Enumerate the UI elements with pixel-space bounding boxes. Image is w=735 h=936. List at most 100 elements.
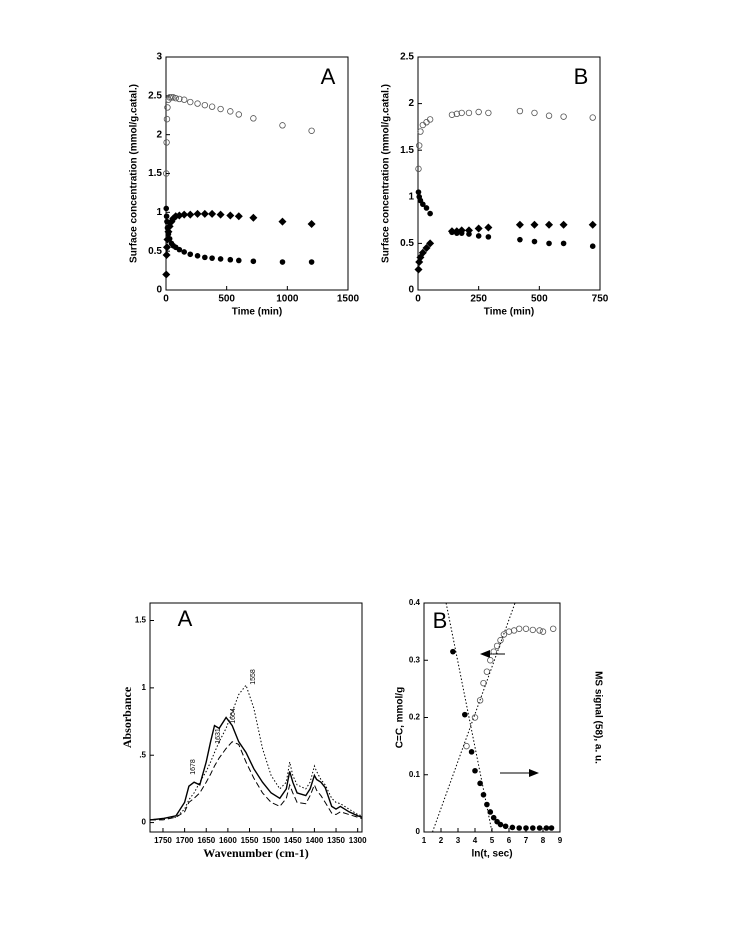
x-tick-label: 500	[218, 294, 235, 305]
marker-open-circle	[194, 100, 201, 107]
marker-open-circle	[550, 625, 557, 632]
marker-open-circle	[545, 112, 553, 119]
x-tick-label: 1650	[197, 836, 215, 845]
marker-circle	[163, 205, 170, 212]
marker-diamond	[278, 217, 287, 226]
marker-circle	[472, 767, 478, 774]
marker-diamond	[474, 224, 483, 233]
marker-open-circle	[235, 111, 242, 118]
marker-open-circle	[415, 165, 422, 173]
y-tick-label: 1.5	[400, 145, 414, 156]
annotation: 1558	[250, 669, 257, 685]
marker-diamond	[422, 244, 431, 253]
marker-circle	[548, 825, 555, 831]
marker-circle	[308, 259, 315, 265]
marker-circle	[468, 749, 475, 755]
marker-open-circle	[471, 714, 479, 721]
marker-circle	[497, 821, 504, 828]
x-tick-label: 1500	[262, 836, 280, 845]
marker-circle	[531, 238, 538, 245]
x-tick-label: 250	[470, 294, 487, 305]
x-tick-label: 5	[490, 836, 495, 845]
marker-circle	[236, 257, 242, 264]
marker-diamond	[545, 220, 554, 229]
marker-open-circle	[180, 96, 188, 103]
y-tick-label: 2.5	[148, 90, 162, 101]
marker-circle	[477, 780, 483, 787]
marker-open-circle	[531, 109, 538, 117]
marker-diamond	[484, 223, 493, 232]
marker-diamond	[208, 209, 217, 218]
x-tick-label: 1550	[241, 836, 259, 845]
marker-circle	[427, 210, 433, 217]
marker-circle	[466, 231, 472, 237]
marker-open-circle	[166, 94, 173, 101]
y-tick-label: 0.5	[400, 238, 414, 249]
x-tick-label: 3	[456, 836, 461, 845]
y-axis-label: Absorbance	[120, 686, 134, 748]
marker-circle	[164, 225, 171, 231]
marker-circle	[516, 825, 522, 831]
marker-open-circle	[164, 104, 171, 111]
y-tick-label: 1	[408, 191, 414, 202]
marker-circle	[202, 254, 208, 261]
marker-diamond	[180, 210, 189, 219]
marker-open-circle	[187, 98, 194, 106]
x-tick-label: 1350	[327, 836, 345, 845]
marker-open-circle	[487, 657, 494, 664]
x-tick-label: 1400	[306, 836, 324, 845]
x-tick-label: 1450	[284, 836, 302, 845]
marker-circle	[536, 825, 543, 831]
x-tick-label: 1300	[349, 836, 367, 845]
x-tick-label: 750	[592, 294, 609, 305]
series-line	[150, 741, 363, 821]
x-tick-label: 500	[531, 294, 548, 305]
marker-open-circle	[516, 625, 523, 632]
marker-circle	[480, 791, 487, 798]
y-axis-label: C=C, mmol/g	[395, 687, 406, 748]
marker-circle	[546, 240, 552, 247]
y-tick-label: 2.5	[400, 52, 414, 63]
marker-diamond	[418, 248, 427, 257]
x-tick-label: 0	[415, 294, 421, 305]
x-tick-label: 7	[524, 836, 529, 845]
marker-open-circle	[560, 113, 567, 120]
x-tick-label: 2	[439, 836, 444, 845]
marker-circle	[250, 258, 257, 265]
marker-circle	[279, 259, 286, 265]
marker-circle	[166, 235, 173, 242]
x-tick-label: 1000	[276, 294, 299, 305]
marker-diamond	[249, 213, 258, 222]
marker-diamond	[307, 219, 316, 228]
marker-circle	[209, 255, 215, 261]
annotation: 1631	[215, 728, 222, 744]
marker-circle	[509, 824, 516, 831]
marker-diamond	[162, 270, 171, 279]
marker-open-circle	[163, 115, 171, 123]
y-axis-label: Surface concentration (mmol/g.catal.)	[381, 84, 392, 263]
marker-open-circle	[458, 109, 465, 117]
marker-diamond	[530, 220, 539, 229]
x-tick-label: 4	[473, 836, 478, 845]
panel-label: B	[574, 64, 589, 89]
marker-diamond	[200, 209, 209, 218]
y-tick-label: 0.1	[409, 770, 421, 779]
marker-circle	[517, 236, 523, 243]
marker-diamond	[216, 210, 225, 219]
marker-circle	[490, 814, 497, 821]
y-tick-label: 0.4	[409, 598, 421, 607]
x-tick-label: 8	[541, 836, 546, 845]
y-tick-label: 0	[156, 285, 162, 296]
y-tick-label: 0	[142, 818, 147, 827]
marker-diamond	[162, 243, 171, 252]
marker-circle	[502, 823, 509, 830]
marker-diamond	[426, 239, 435, 248]
y-tick-label: .5	[139, 750, 146, 759]
marker-circle	[165, 231, 172, 237]
marker-circle	[227, 256, 234, 263]
y-tick-label: 0	[408, 285, 414, 296]
marker-diamond	[559, 220, 568, 229]
marker-circle	[176, 246, 183, 253]
